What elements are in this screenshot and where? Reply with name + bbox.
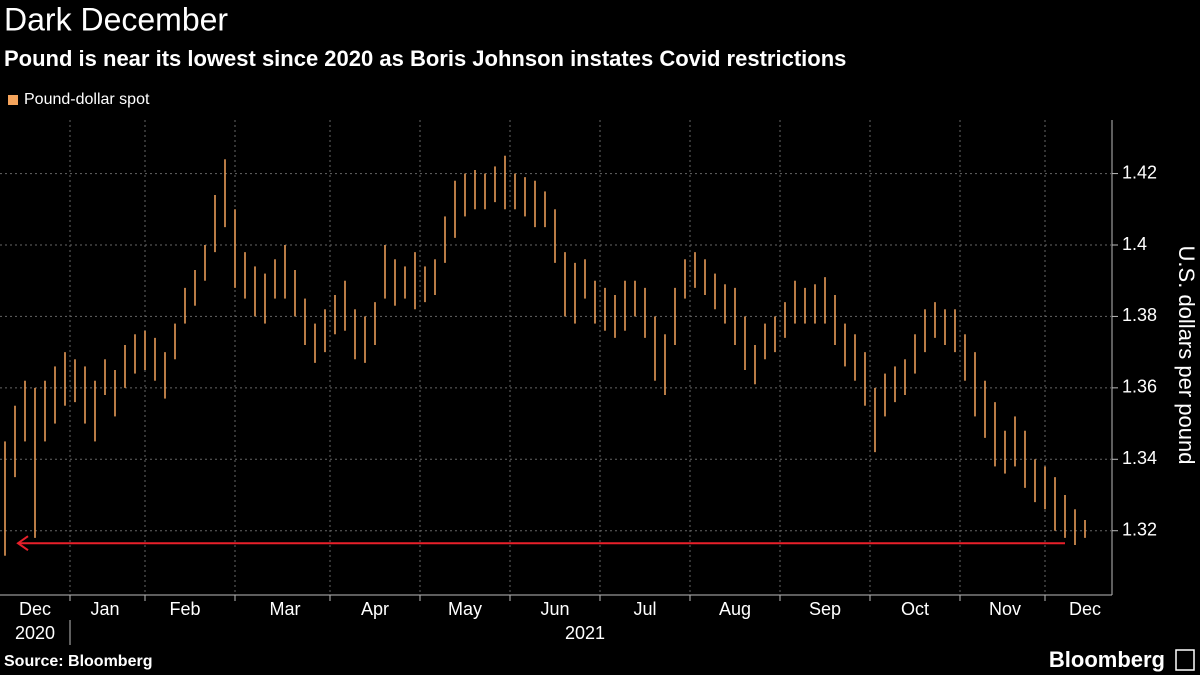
x-tick-label: Apr [361,599,389,619]
y-tick-label: 1.38 [1122,305,1157,325]
y-tick-label: 1.42 [1122,162,1157,182]
y-tick-label: 1.34 [1122,448,1157,468]
legend-label: Pound-dollar spot [24,91,150,108]
legend-swatch [8,95,18,105]
x-tick-label: Jan [90,599,119,619]
x-tick-label: Dec [1069,599,1101,619]
x-tick-label: Aug [719,599,751,619]
x-group-label: 2021 [565,623,605,643]
reference-arrow [16,535,29,552]
chart-title: Dark December [4,1,228,37]
y-tick-label: 1.32 [1122,519,1157,539]
brand-logo [1175,649,1195,671]
x-tick-label: Feb [169,599,200,619]
y-tick-label: 1.36 [1122,377,1157,397]
x-tick-label: Oct [901,599,929,619]
y-tick-label: 1.4 [1122,234,1147,254]
x-tick-label: May [448,599,482,619]
x-tick-label: Mar [270,599,301,619]
x-tick-label: Jun [540,599,569,619]
x-tick-label: Dec [19,599,51,619]
x-tick-label: Sep [809,599,841,619]
y-axis-title: U.S. dollars per pound [1174,246,1199,465]
x-tick-label: Jul [633,599,656,619]
x-tick-label: Nov [989,599,1021,619]
source: Source: Bloomberg [4,653,152,670]
x-group-label: 2020 [15,623,55,643]
brand: Bloomberg [1049,647,1165,672]
chart-subtitle: Pound is near its lowest since 2020 as B… [4,46,846,71]
